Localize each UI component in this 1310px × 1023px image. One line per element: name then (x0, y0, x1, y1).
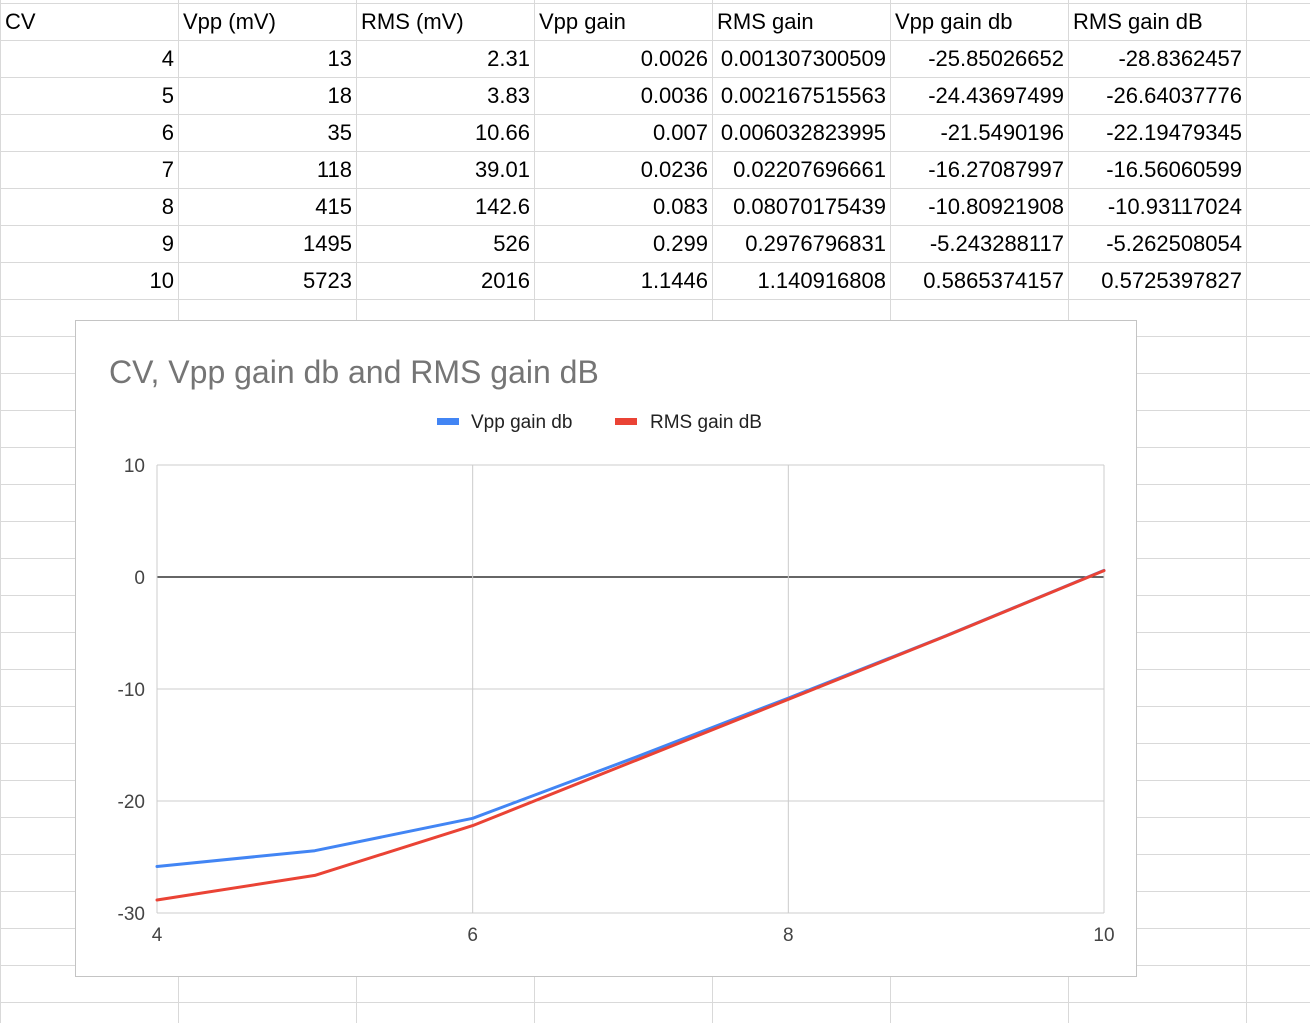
header-cell-vpp-gain-db[interactable]: Vpp gain db (895, 9, 1013, 34)
table-cell[interactable]: 0.299 (652, 231, 708, 256)
table-cell[interactable]: -10.93117024 (1107, 194, 1242, 219)
y-tick-label: 0 (134, 568, 145, 589)
table-cell[interactable]: 5 (161, 83, 174, 108)
header-cell-vpp-gain[interactable]: Vpp gain (539, 9, 626, 34)
legend-swatch-vpp (437, 418, 459, 425)
table-cell[interactable]: 1495 (303, 231, 352, 256)
table-cell[interactable]: 13 (327, 46, 352, 71)
x-tick-label: 4 (152, 925, 163, 946)
table-cell[interactable]: 39.01 (474, 157, 530, 182)
header-cell-rms-gain[interactable]: RMS gain (717, 9, 814, 34)
table-cell[interactable]: 1.140916808 (757, 268, 886, 293)
table-cell[interactable]: 10 (149, 268, 174, 293)
table-cell[interactable]: 0.0236 (640, 157, 708, 182)
x-tick-label: 6 (467, 925, 478, 946)
legend-label-vpp: Vpp gain db (471, 412, 572, 433)
table-cell[interactable]: 5723 (303, 268, 352, 293)
table-cell[interactable]: 0.2976796831 (745, 231, 886, 256)
table-cell[interactable]: 0.006032823995 (720, 120, 886, 145)
table-cell[interactable]: -16.56060599 (1106, 157, 1242, 182)
table-cell[interactable]: -26.64037776 (1106, 83, 1242, 108)
table-cell[interactable]: 0.02207696661 (733, 157, 886, 182)
legend-swatch-rms (615, 418, 637, 425)
table-cell[interactable]: -21.5490196 (940, 120, 1064, 145)
table-cell[interactable]: 0.08070175439 (733, 194, 886, 219)
table-cell[interactable]: -25.85026652 (928, 46, 1064, 71)
table-cell[interactable]: 10.66 (474, 120, 530, 145)
table-cell[interactable]: 18 (327, 83, 352, 108)
table-cell[interactable]: 0.0026 (640, 46, 708, 71)
header-cell-cv[interactable]: CV (5, 9, 36, 34)
chart-canvas: CV, Vpp gain db and RMS gain dB Vpp gain… (109, 354, 1115, 946)
chart-title: CV, Vpp gain db and RMS gain dB (109, 354, 599, 390)
plot-area: 10 0 -10 -20 -30 4 6 8 10 (118, 456, 1115, 946)
table-cell[interactable]: -5.243288117 (929, 231, 1064, 256)
legend-label-rms: RMS gain dB (650, 412, 762, 433)
header-cell-rms-gain-db[interactable]: RMS gain dB (1073, 9, 1203, 34)
table-cell[interactable]: 0.5865374157 (923, 268, 1064, 293)
y-tick-label: 10 (124, 456, 145, 477)
table-cell[interactable]: 2.31 (487, 46, 530, 71)
header-cell-vpp-mv[interactable]: Vpp (mV) (183, 9, 276, 34)
table-cell[interactable]: -10.80921908 (928, 194, 1064, 219)
header-cell-rms-mv[interactable]: RMS (mV) (361, 9, 464, 34)
table-cell[interactable]: 0.5725397827 (1101, 268, 1242, 293)
table-cell[interactable]: -5.262508054 (1106, 231, 1242, 256)
table-cell[interactable]: 0.083 (652, 194, 708, 219)
table-cell[interactable]: 3.83 (487, 83, 530, 108)
table-cell[interactable]: -16.27087997 (928, 157, 1064, 182)
table-cell[interactable]: 0.002167515563 (720, 83, 886, 108)
y-tick-label: -20 (118, 792, 145, 813)
table-cell[interactable]: 7 (161, 157, 174, 182)
table-cell[interactable]: -24.43697499 (928, 83, 1064, 108)
table-cell[interactable]: 142.6 (474, 194, 530, 219)
line-chart[interactable]: CV, Vpp gain db and RMS gain dB Vpp gain… (75, 320, 1137, 977)
table-cell[interactable]: 415 (315, 194, 352, 219)
table-cell[interactable]: 2016 (481, 268, 530, 293)
table-cell[interactable]: 526 (493, 231, 530, 256)
series-line-vpp-gain-db (155, 568, 1106, 868)
table-cell[interactable]: 4 (161, 46, 174, 71)
x-tick-label: 10 (1093, 925, 1114, 946)
table-cell[interactable]: 0.007 (652, 120, 708, 145)
table-cell[interactable]: 35 (327, 120, 352, 145)
table-cell[interactable]: 0.0036 (640, 83, 708, 108)
table-cell[interactable]: 0.001307300509 (720, 46, 886, 71)
table-cell[interactable]: 118 (316, 157, 352, 182)
table-cell[interactable]: 6 (161, 120, 174, 145)
y-tick-label: -10 (118, 680, 145, 701)
series-line-rms-gain-db (155, 569, 1106, 902)
y-tick-label: -30 (118, 904, 145, 925)
table-cell[interactable]: 9 (161, 231, 174, 256)
chart-legend[interactable]: Vpp gain db RMS gain dB (437, 412, 762, 433)
table-cell[interactable]: 8 (161, 194, 174, 219)
x-tick-label: 8 (783, 925, 794, 946)
table-cell[interactable]: -22.19479345 (1106, 120, 1242, 145)
table-cell[interactable]: 1.1446 (640, 268, 708, 293)
table-cell[interactable]: -28.8362457 (1118, 46, 1242, 71)
